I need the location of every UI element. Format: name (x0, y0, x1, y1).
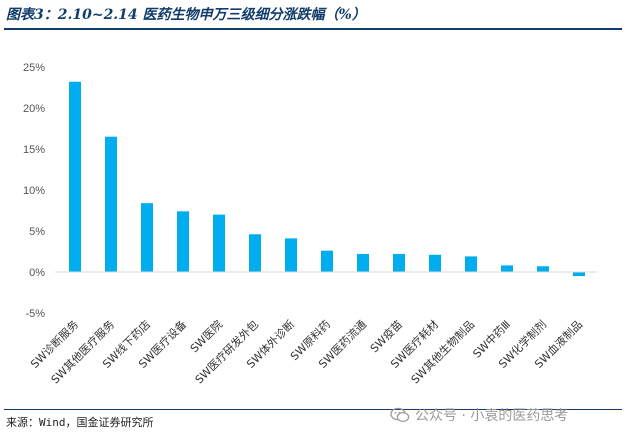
y-tick-label: 5% (29, 226, 45, 238)
x-tick-label: SW医疗研发外包 (192, 317, 261, 386)
bar (213, 214, 225, 272)
bar (141, 203, 153, 272)
bar (177, 211, 189, 272)
bar (285, 238, 297, 272)
bar-chart: -5% 0% 5% 10% 15% 20% 25% SW诊断服务SW其他医疗服务SW线下药店… (23, 62, 597, 386)
y-tick-label: 15% (23, 144, 45, 156)
title-rule (4, 28, 622, 30)
bar (465, 256, 477, 272)
y-tick-label: 20% (23, 103, 45, 115)
bar (501, 265, 513, 272)
source-note: 来源：Wind，国金证券研究所 (6, 416, 154, 429)
bar (357, 253, 369, 272)
bar (105, 136, 117, 272)
y-tick-label: -5% (25, 308, 45, 320)
y-tick-label: 0% (29, 267, 45, 279)
bar (573, 272, 585, 277)
x-tick-label: SW其他生物制品 (408, 317, 477, 386)
wechat-icon (390, 407, 410, 423)
bar (69, 81, 81, 272)
bar (537, 266, 549, 272)
watermark: 公众号 · 小袁的医药思考 (390, 405, 568, 425)
y-axis: -5% 0% 5% 10% 15% 20% 25% (23, 62, 45, 320)
y-tick-label: 25% (23, 62, 45, 74)
bar (429, 254, 441, 272)
watermark-text: 公众号 · 小袁的医药思考 (415, 408, 569, 424)
bar (249, 234, 261, 272)
figure-title: 图表3：2.10~2.14 医药生物申万三级细分涨跌幅（%） (6, 7, 366, 23)
bar (321, 250, 333, 272)
x-tick-label: SW其他医疗服务 (48, 317, 117, 386)
bar-series (69, 81, 585, 277)
x-axis: SW诊断服务SW其他医疗服务SW线下药店SW医疗设备SW医院SW医疗研发外包SW… (27, 317, 585, 386)
bar (393, 253, 405, 272)
footer-rule (4, 409, 622, 410)
y-tick-label: 10% (23, 185, 45, 197)
